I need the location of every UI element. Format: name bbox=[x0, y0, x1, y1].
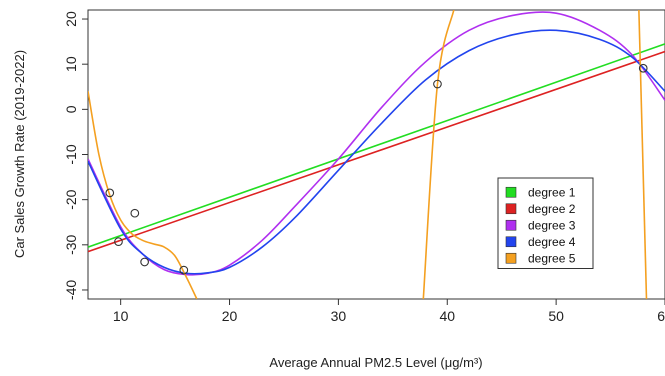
x-tick-label: 30 bbox=[331, 308, 347, 324]
series-line-degree-2 bbox=[88, 50, 665, 253]
x-axis: 10 20 30 40 50 60 bbox=[113, 299, 665, 324]
data-point bbox=[638, 63, 648, 73]
data-point bbox=[130, 208, 140, 218]
y-tick-label: -20 bbox=[63, 189, 79, 209]
y-tick-label: 10 bbox=[63, 56, 79, 72]
legend-swatch bbox=[505, 186, 517, 198]
y-tick-label: 20 bbox=[63, 11, 79, 27]
legend-label: degree 2 bbox=[528, 202, 576, 216]
x-tick-label: 50 bbox=[548, 308, 564, 324]
x-tick-label: 60 bbox=[657, 308, 665, 324]
data-point bbox=[140, 257, 149, 267]
x-tick-label: 20 bbox=[222, 308, 238, 324]
legend-label: degree 1 bbox=[528, 185, 576, 199]
series-line-degree-3 bbox=[88, 11, 665, 276]
y-axis: -40 -30 -20 -10 0 10 20 bbox=[63, 11, 88, 300]
x-tick-label: 10 bbox=[113, 308, 129, 324]
series-line-degree-5 bbox=[638, 10, 648, 299]
y-tick-label: 0 bbox=[63, 105, 79, 113]
y-tick-label: -40 bbox=[63, 280, 79, 300]
x-tick-label: 40 bbox=[439, 308, 455, 324]
y-tick-label: -30 bbox=[63, 234, 79, 254]
legend-swatch bbox=[505, 219, 517, 231]
fit-curves bbox=[88, 10, 665, 299]
y-axis-title: Car Sales Growth Rate (2019-2022) bbox=[12, 50, 27, 258]
y-tick-label: -10 bbox=[63, 144, 79, 164]
legend-swatch bbox=[505, 203, 517, 215]
data-point bbox=[179, 265, 189, 275]
legend: degree 1 degree 2 degree 3 degree 4 degree 5 bbox=[497, 177, 594, 269]
data-points bbox=[105, 63, 648, 275]
legend-swatch bbox=[505, 252, 517, 264]
x-axis-title: Average Annual PM2.5 Level (μg/m³) bbox=[269, 355, 482, 370]
data-point bbox=[114, 237, 123, 247]
legend-swatch bbox=[505, 236, 517, 248]
series-line-degree-1 bbox=[88, 43, 665, 248]
legend-label: degree 3 bbox=[528, 218, 576, 232]
series-line-degree-5 bbox=[422, 10, 455, 299]
series-line-degree-5 bbox=[88, 91, 198, 299]
legend-label: degree 4 bbox=[528, 235, 576, 249]
legend-label: degree 5 bbox=[528, 251, 576, 265]
series-line-degree-4 bbox=[88, 29, 665, 275]
data-point bbox=[433, 79, 442, 89]
data-point bbox=[105, 188, 115, 198]
